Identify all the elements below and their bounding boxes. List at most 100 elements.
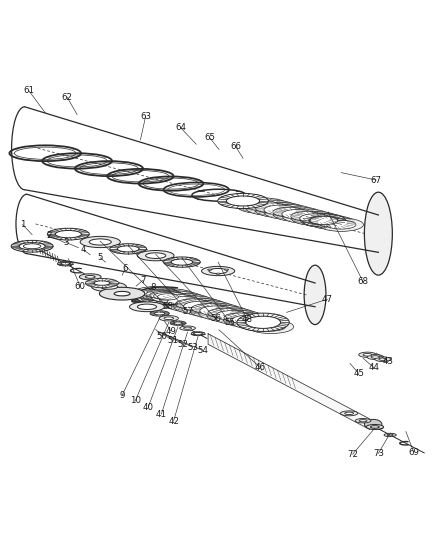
Ellipse shape	[180, 326, 195, 330]
Ellipse shape	[138, 288, 180, 301]
Ellipse shape	[359, 419, 367, 422]
Text: 63: 63	[140, 112, 151, 121]
Ellipse shape	[237, 313, 289, 332]
Ellipse shape	[130, 302, 164, 312]
Ellipse shape	[273, 207, 322, 222]
Ellipse shape	[264, 205, 314, 220]
Ellipse shape	[94, 281, 110, 285]
Text: 7: 7	[140, 276, 145, 285]
Ellipse shape	[167, 296, 201, 307]
Text: 65: 65	[204, 133, 215, 142]
Ellipse shape	[246, 201, 279, 211]
Ellipse shape	[184, 327, 191, 329]
Ellipse shape	[223, 313, 272, 327]
Text: 64: 64	[175, 123, 186, 132]
Ellipse shape	[355, 418, 371, 423]
Ellipse shape	[150, 311, 169, 316]
Ellipse shape	[309, 216, 339, 225]
Ellipse shape	[232, 315, 279, 329]
Ellipse shape	[248, 320, 293, 334]
Ellipse shape	[300, 214, 347, 228]
Text: 73: 73	[373, 449, 384, 458]
Ellipse shape	[201, 266, 235, 276]
Ellipse shape	[224, 313, 255, 322]
Ellipse shape	[157, 294, 212, 310]
Ellipse shape	[216, 273, 220, 274]
Ellipse shape	[291, 211, 339, 225]
Ellipse shape	[154, 293, 176, 300]
Ellipse shape	[327, 220, 356, 229]
Ellipse shape	[291, 212, 322, 221]
Text: 67: 67	[371, 175, 381, 184]
Ellipse shape	[85, 278, 119, 288]
Ellipse shape	[114, 292, 130, 296]
Ellipse shape	[142, 289, 170, 297]
Ellipse shape	[165, 296, 219, 312]
Ellipse shape	[226, 196, 260, 206]
Text: 53: 53	[187, 343, 198, 352]
Ellipse shape	[246, 200, 297, 215]
Text: 52: 52	[178, 340, 189, 349]
Ellipse shape	[55, 230, 81, 238]
Ellipse shape	[151, 292, 186, 302]
Ellipse shape	[157, 294, 178, 300]
Ellipse shape	[300, 214, 330, 223]
Ellipse shape	[364, 192, 392, 275]
Text: 47: 47	[322, 295, 333, 304]
Ellipse shape	[146, 290, 172, 298]
Text: 60: 60	[74, 281, 86, 290]
Ellipse shape	[154, 312, 165, 315]
Ellipse shape	[373, 426, 380, 429]
Ellipse shape	[159, 294, 194, 304]
Text: 41: 41	[156, 409, 167, 418]
Ellipse shape	[146, 290, 184, 302]
Text: 69: 69	[408, 448, 419, 457]
Ellipse shape	[371, 426, 379, 428]
Ellipse shape	[19, 243, 45, 250]
Ellipse shape	[170, 321, 186, 325]
Ellipse shape	[255, 203, 288, 213]
Ellipse shape	[369, 426, 383, 430]
Ellipse shape	[163, 257, 200, 267]
Ellipse shape	[23, 244, 41, 249]
Text: 4: 4	[81, 245, 86, 254]
Ellipse shape	[141, 288, 197, 305]
Ellipse shape	[375, 357, 391, 361]
Ellipse shape	[133, 287, 178, 300]
Ellipse shape	[208, 269, 212, 270]
Ellipse shape	[194, 333, 202, 335]
Ellipse shape	[182, 301, 234, 317]
Ellipse shape	[371, 356, 379, 358]
Ellipse shape	[345, 412, 353, 415]
Ellipse shape	[117, 246, 139, 252]
Text: 58: 58	[162, 302, 173, 311]
Ellipse shape	[379, 358, 387, 360]
Ellipse shape	[304, 265, 326, 325]
Ellipse shape	[159, 316, 178, 321]
Ellipse shape	[149, 291, 205, 308]
Text: 56: 56	[210, 313, 221, 322]
Ellipse shape	[209, 269, 227, 273]
Ellipse shape	[364, 419, 382, 429]
Ellipse shape	[359, 352, 376, 357]
Text: 51: 51	[168, 336, 179, 345]
Ellipse shape	[176, 299, 209, 309]
Ellipse shape	[255, 203, 305, 217]
Ellipse shape	[92, 282, 127, 292]
Ellipse shape	[363, 353, 372, 356]
Ellipse shape	[310, 216, 338, 225]
Text: 43: 43	[383, 357, 394, 366]
Ellipse shape	[200, 306, 232, 316]
Ellipse shape	[85, 276, 95, 278]
Text: 40: 40	[143, 402, 154, 411]
Ellipse shape	[80, 236, 120, 248]
Ellipse shape	[282, 209, 313, 219]
Ellipse shape	[173, 322, 182, 325]
Ellipse shape	[99, 287, 145, 300]
Ellipse shape	[264, 205, 296, 215]
Text: 57: 57	[182, 306, 193, 316]
Text: 3: 3	[64, 238, 69, 247]
Ellipse shape	[145, 253, 166, 259]
Text: 66: 66	[230, 142, 241, 151]
Polygon shape	[208, 334, 370, 430]
